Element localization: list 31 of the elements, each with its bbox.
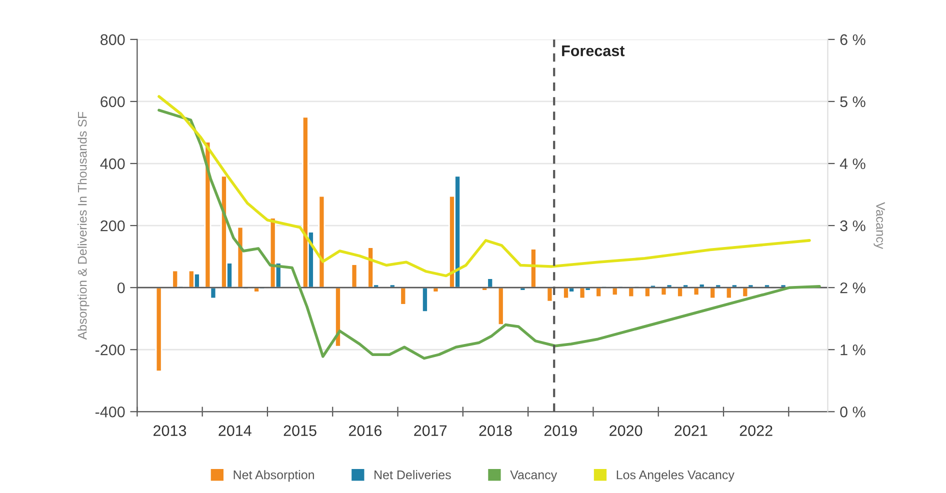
y2-tick-label: 5 % [840, 96, 866, 108]
legend-label: Net Deliveries [374, 470, 451, 480]
legend-label: Vacancy [510, 470, 558, 482]
y2-tick-label: 4 % [840, 158, 866, 170]
x-tick-label: 2020 [610, 425, 642, 436]
y2-axis-title: Vacancy [874, 202, 885, 250]
x-tick-label: 2018 [479, 425, 512, 436]
x-tick-label: 2021 [674, 425, 708, 436]
y-axis-title: Absorption & Deliveries In Thousands SF [78, 112, 90, 340]
y-tick-label: -400 [95, 406, 125, 418]
legend-label: Los Angeles Vacancy [616, 470, 734, 482]
y-tick-label: 200 [100, 220, 125, 232]
x-tick-label: 2022 [740, 425, 772, 436]
x-tick-label: 2019 [544, 425, 577, 436]
y2-tick-label: 2 % [840, 282, 866, 294]
y2-tick-label: 0 % [840, 406, 866, 418]
y-tick-label: -200 [95, 344, 125, 356]
y-tick-label: 0 [117, 282, 125, 294]
x-tick-label: 2016 [348, 425, 382, 436]
y-tick-label: 600 [100, 96, 125, 108]
x-tick-label: 2013 [154, 425, 186, 436]
x-tick-label: 2014 [218, 425, 252, 436]
x-tick-label: 2017 [414, 425, 447, 436]
y2-tick-label: 1 % [840, 344, 866, 356]
x-tick-label: 2015 [284, 425, 316, 436]
y2-tick-label: 6 % [840, 34, 866, 46]
y-tick-label: 800 [100, 34, 125, 46]
y2-tick-label: 3 % [840, 220, 866, 232]
y-tick-label: 400 [100, 158, 125, 170]
legend-label: Net Absorption [234, 470, 314, 482]
ref-line-label: Forecast [562, 46, 625, 56]
